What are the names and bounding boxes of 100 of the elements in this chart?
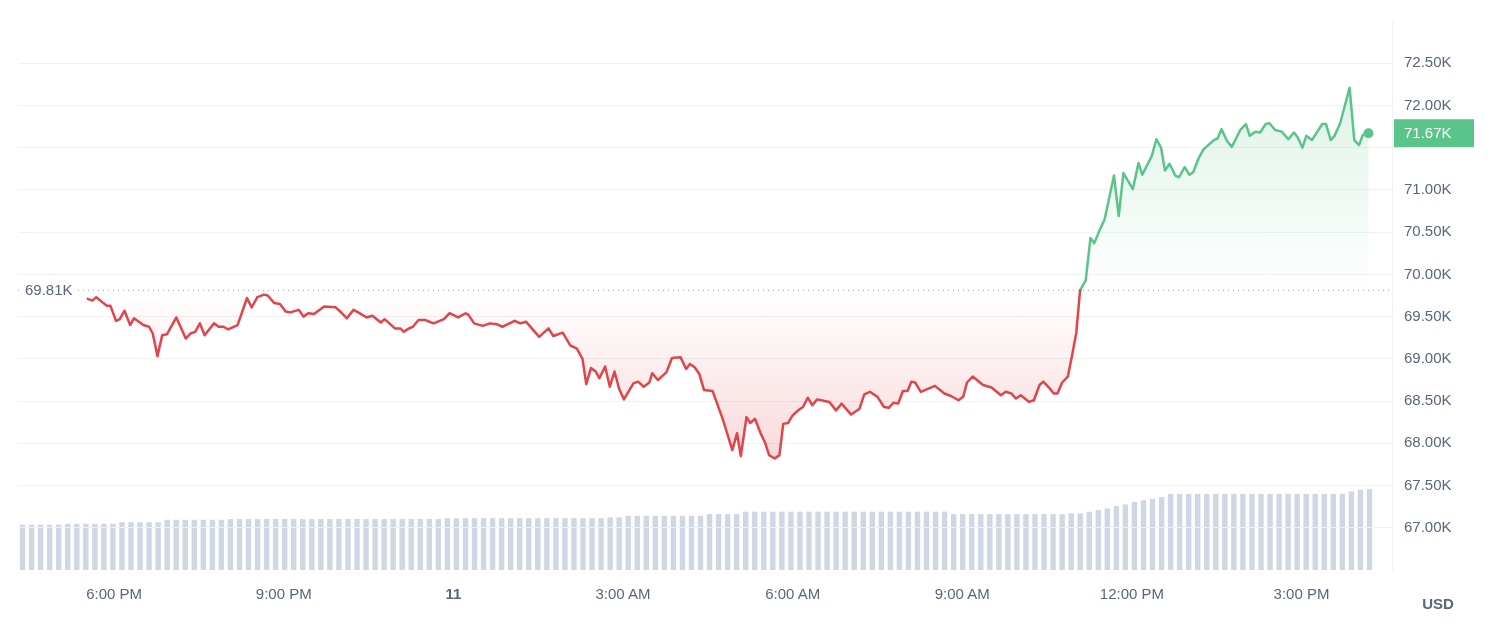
bar: [806, 511, 812, 570]
bar: [941, 511, 948, 570]
bar: [309, 518, 315, 570]
bar: [607, 517, 613, 570]
bar: [363, 518, 369, 570]
bar: [1303, 493, 1309, 570]
annotation: 71.67K: [1404, 124, 1452, 142]
bar: [128, 522, 134, 570]
bar: [1276, 493, 1282, 570]
y-tick-label: 72.50K: [1404, 53, 1452, 71]
bar: [562, 518, 568, 570]
bar: [345, 518, 351, 570]
bar: [878, 511, 885, 570]
bar: [164, 519, 170, 570]
bar: [643, 515, 649, 570]
bar: [1032, 514, 1038, 570]
bar: [173, 519, 179, 570]
bar: [1131, 501, 1138, 570]
bar: [860, 511, 866, 570]
bar: [697, 515, 704, 570]
bar: [110, 523, 116, 570]
bar: [851, 511, 857, 570]
bar: [1330, 493, 1337, 570]
y-tick-label: 69.50K: [1404, 306, 1452, 324]
bar: [498, 518, 505, 570]
y-tick-label: 70.00K: [1404, 264, 1452, 282]
bar: [245, 518, 252, 570]
bar: [1113, 506, 1120, 570]
bar: [1258, 493, 1264, 570]
bar: [417, 518, 423, 570]
bar: [1294, 493, 1300, 570]
bar: [453, 518, 460, 570]
bar: [1041, 514, 1047, 570]
bar: [661, 515, 668, 570]
bar: [959, 514, 966, 570]
bar: [1195, 493, 1201, 570]
bar: [779, 511, 785, 570]
bar: [950, 514, 957, 570]
y-tick-label: 67.50K: [1404, 475, 1452, 493]
bar: [715, 514, 722, 570]
bar: [887, 511, 894, 570]
bar: [1086, 511, 1092, 570]
x-tick-label: 9:00 PM: [255, 585, 312, 603]
bar: [300, 518, 306, 570]
bar: [923, 511, 930, 570]
bar: [1122, 504, 1129, 570]
bar: [272, 518, 279, 570]
y-axis-title: USD: [1422, 595, 1454, 613]
bar: [1321, 493, 1327, 570]
bar: [706, 514, 713, 570]
y-tick-label: 72.00K: [1404, 95, 1452, 113]
bar: [462, 518, 469, 570]
bar: [517, 518, 523, 570]
bar: [1249, 493, 1255, 570]
y-tick-label: 69.00K: [1404, 348, 1452, 366]
bar: [426, 518, 433, 570]
bar: [589, 518, 595, 570]
bar: [1158, 497, 1165, 570]
bar: [996, 514, 1002, 570]
bar: [544, 518, 550, 570]
bar: [83, 523, 89, 570]
bar: [788, 511, 794, 570]
bar: [1204, 493, 1210, 570]
bar: [1357, 489, 1364, 570]
bar: [227, 518, 234, 570]
bar: [670, 515, 677, 570]
bar: [905, 511, 912, 570]
y-tick-label: 67.00K: [1404, 517, 1452, 535]
bar: [327, 518, 333, 570]
bar: [182, 519, 188, 570]
bar: [896, 511, 903, 570]
x-tick-label: 6:00 AM: [765, 585, 821, 603]
x-tick-label: 3:00 AM: [595, 585, 651, 603]
y-tick-label: 70.50K: [1404, 222, 1452, 240]
x-tick-label: 3:00 PM: [1273, 585, 1330, 603]
bar: [489, 518, 496, 570]
bar: [1140, 500, 1147, 570]
bar: [1185, 493, 1192, 570]
bar: [770, 511, 776, 570]
bar: [987, 514, 993, 570]
bar: [535, 518, 541, 570]
bar: [336, 518, 342, 570]
bar: [74, 523, 80, 570]
bar: [634, 515, 640, 570]
bar: [571, 518, 577, 570]
bar: [119, 522, 125, 570]
bar: [1059, 514, 1065, 570]
bar: [688, 515, 695, 570]
bar: [471, 518, 478, 570]
bar: [1222, 493, 1228, 570]
bar: [354, 518, 360, 570]
x-tick-label: 11: [445, 585, 462, 603]
bar: [752, 511, 758, 570]
bar: [932, 511, 939, 570]
bar: [65, 523, 71, 570]
bar: [625, 515, 631, 570]
bar: [1149, 498, 1156, 570]
bar: [815, 511, 821, 570]
bar: [200, 519, 207, 570]
bar: [1231, 493, 1237, 570]
